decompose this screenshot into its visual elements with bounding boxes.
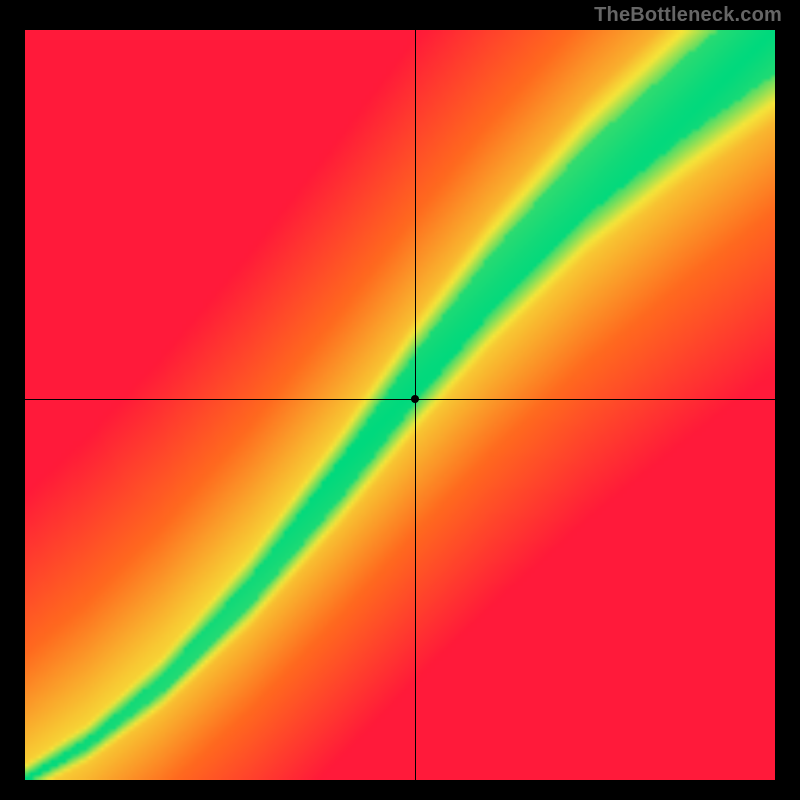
heatmap-canvas [25, 30, 775, 780]
watermark-text: TheBottleneck.com [594, 4, 782, 27]
bottleneck-heatmap [25, 30, 775, 780]
page-background: TheBottleneck.com [0, 0, 800, 800]
